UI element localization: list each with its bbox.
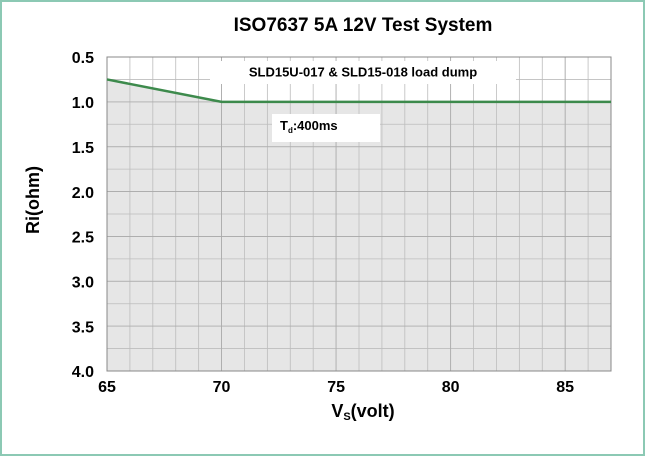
x-axis-label: VS(volt) xyxy=(331,401,394,423)
y-tick-label: 3.5 xyxy=(72,319,94,336)
x-tick-label: 65 xyxy=(98,379,116,396)
annotation-rest: :400ms xyxy=(293,118,338,133)
x-label-rest: (volt) xyxy=(351,401,395,421)
x-tick-label: 85 xyxy=(556,379,574,396)
y-tick-label: 4.0 xyxy=(72,364,94,381)
y-tick-label: 1.5 xyxy=(72,140,94,157)
x-tick-label: 75 xyxy=(327,379,345,396)
y-tick-label: 3.0 xyxy=(72,275,94,292)
y-axis-label: Ri(ohm) xyxy=(23,166,43,234)
chart-title: ISO7637 5A 12V Test System xyxy=(234,15,493,36)
annotation-main: T xyxy=(280,118,288,133)
annotation-box xyxy=(272,114,380,142)
y-tick-label: 0.5 xyxy=(72,50,94,67)
annotation: SLD15U-017 & SLD15-018 load dump xyxy=(249,64,477,79)
series-line xyxy=(106,78,611,104)
x-label-main: V xyxy=(331,401,343,421)
annotation-sub: d xyxy=(288,126,293,135)
y-tick-label: 1.0 xyxy=(72,95,94,112)
x-tick-label: 80 xyxy=(442,379,460,396)
y-tick-label: 2.5 xyxy=(72,230,94,247)
annotation: Td:400ms xyxy=(280,118,338,135)
annotation-box xyxy=(210,61,516,84)
y-tick-label: 2.0 xyxy=(72,185,94,202)
x-tick-label: 70 xyxy=(213,379,231,396)
x-label-sub: S xyxy=(343,411,350,423)
plot-border xyxy=(106,56,612,372)
